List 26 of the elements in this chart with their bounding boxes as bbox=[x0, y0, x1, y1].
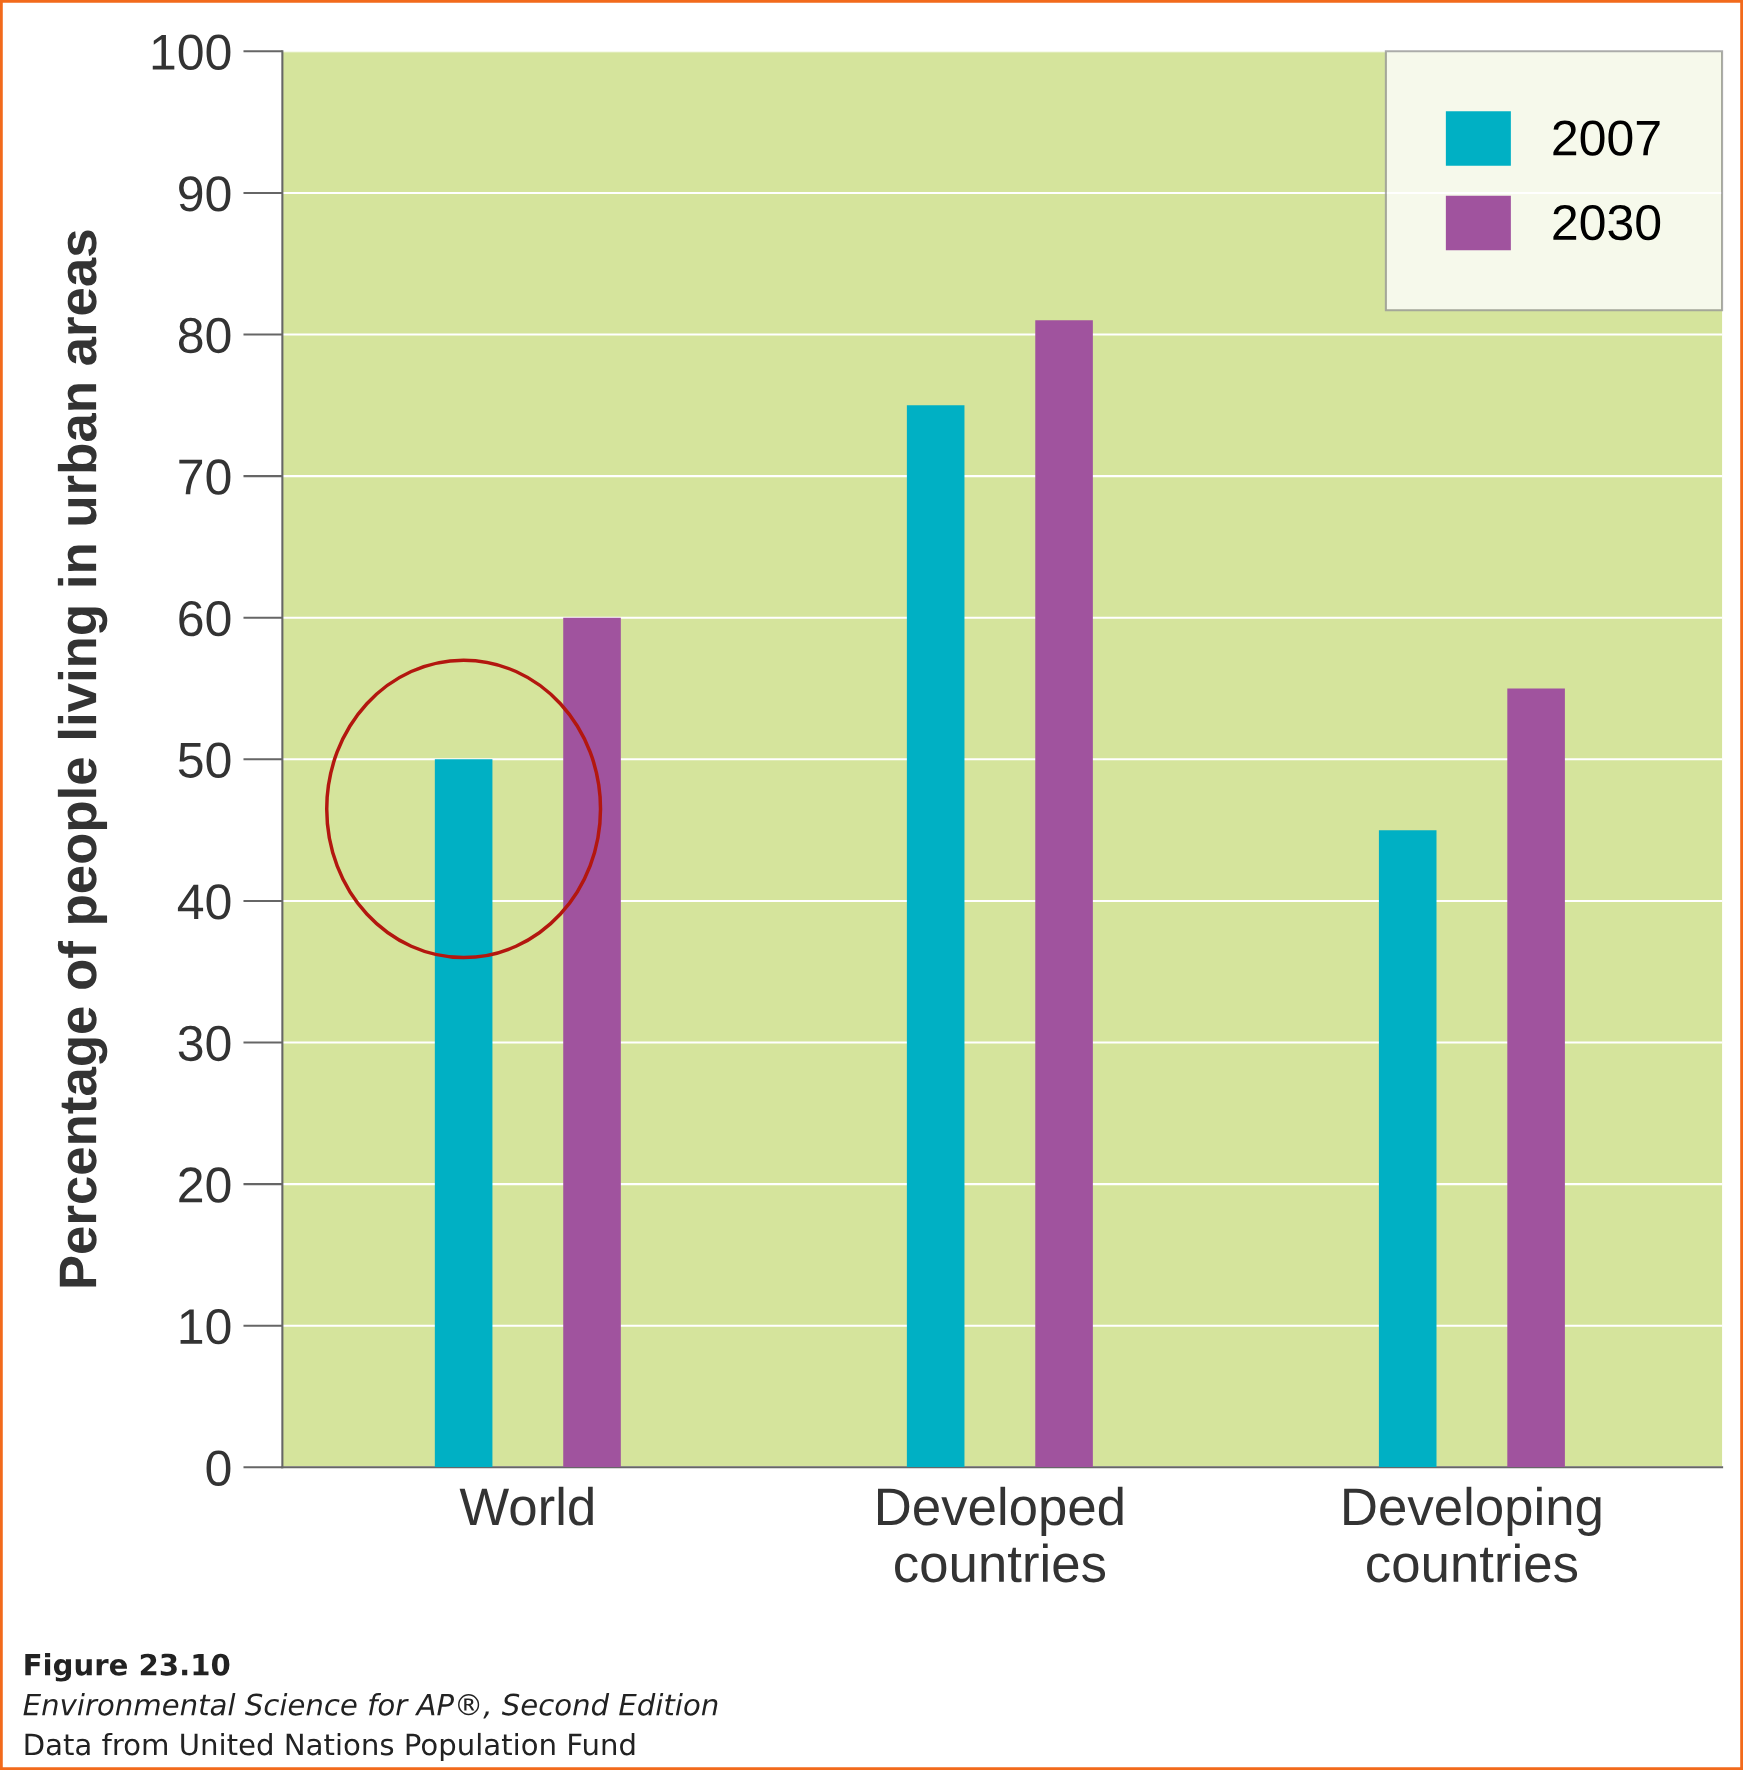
y-tick-label: 80 bbox=[178, 317, 231, 354]
bar bbox=[563, 617, 621, 1468]
y-tick-label: 0 bbox=[206, 1450, 231, 1486]
y-tick-label: 20 bbox=[179, 1167, 231, 1203]
y-tick-label: 60 bbox=[179, 600, 231, 637]
y-tick-label: 70 bbox=[179, 459, 231, 495]
x-tick-label: World bbox=[459, 1486, 593, 1526]
y-tick-label: 50 bbox=[178, 742, 231, 778]
bar bbox=[906, 405, 965, 1468]
bar bbox=[1507, 688, 1565, 1468]
bar bbox=[1378, 830, 1437, 1468]
bar bbox=[434, 759, 493, 1468]
legend-label: 2030 bbox=[1553, 204, 1661, 241]
y-tick-label: 10 bbox=[180, 1308, 231, 1345]
x-tick-label: Developing countries bbox=[1344, 1486, 1601, 1583]
y-axis-title: Percentage of people living in urban areas bbox=[57, 230, 108, 1287]
x-tick-label: Developed countries bbox=[878, 1486, 1123, 1583]
caption: Figure 23.10 bbox=[25, 1653, 230, 1682]
y-tick-label: 100 bbox=[152, 34, 231, 70]
y-tick-label: 90 bbox=[179, 176, 231, 212]
bar bbox=[1035, 320, 1093, 1468]
text: Environmental Science for AP®, Second Edition bbox=[23, 1693, 718, 1719]
legend-label: 2007 bbox=[1553, 120, 1660, 156]
y-tick-label: 30 bbox=[178, 1025, 231, 1062]
text: Data from United Nations Population Fund bbox=[25, 1732, 635, 1762]
y-tick-label: 40 bbox=[177, 884, 231, 920]
